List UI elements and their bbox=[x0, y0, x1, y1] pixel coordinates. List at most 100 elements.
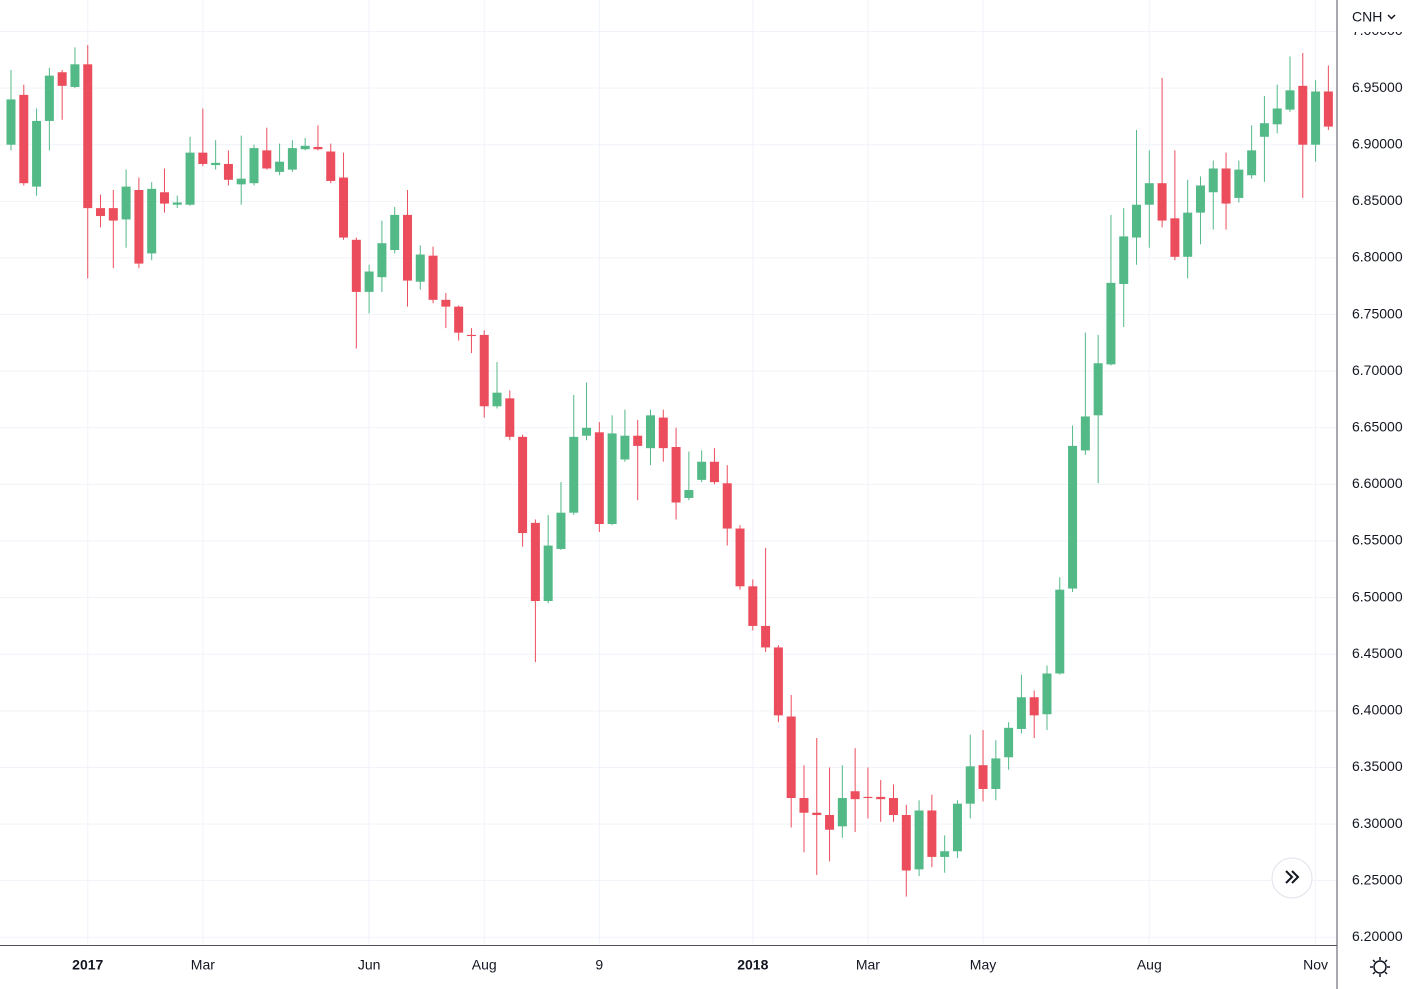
candle-body bbox=[339, 177, 349, 238]
candle-body bbox=[96, 208, 106, 217]
candle-body bbox=[518, 436, 528, 534]
candle-body bbox=[351, 239, 361, 292]
candle-body bbox=[684, 490, 694, 498]
settings-icon[interactable] bbox=[1373, 960, 1387, 974]
candle-body bbox=[402, 214, 412, 281]
candle-body bbox=[313, 146, 323, 150]
scroll-icon[interactable] bbox=[1285, 870, 1300, 884]
candle-body bbox=[1298, 85, 1308, 145]
candle-body bbox=[121, 186, 131, 220]
candle-body bbox=[1004, 727, 1014, 758]
y-tick-label: 6.75000 bbox=[1352, 305, 1403, 321]
y-tick-label: 6.35000 bbox=[1352, 758, 1403, 774]
candle-body bbox=[1234, 169, 1244, 198]
candle-body bbox=[773, 647, 783, 716]
candle-body bbox=[185, 152, 195, 205]
price-axis-panel bbox=[1337, 0, 1425, 989]
y-tick-label: 6.40000 bbox=[1352, 702, 1403, 718]
scroll-to-latest[interactable] bbox=[1271, 857, 1313, 899]
candle-body bbox=[108, 208, 118, 221]
x-tick-label: Aug bbox=[1137, 957, 1162, 973]
candle-body bbox=[44, 75, 54, 121]
settings[interactable] bbox=[1370, 957, 1390, 977]
candle-body bbox=[326, 151, 336, 181]
candle-body bbox=[1170, 218, 1180, 257]
y-tick-label: 6.55000 bbox=[1352, 532, 1403, 548]
candle-body bbox=[671, 447, 681, 503]
candle-body bbox=[275, 161, 285, 172]
x-tick-label: Mar bbox=[856, 957, 880, 973]
candle-body bbox=[594, 432, 604, 525]
x-tick-label: Aug bbox=[472, 957, 497, 973]
candle-body bbox=[492, 392, 502, 407]
candle-body bbox=[901, 815, 911, 871]
candle-body bbox=[786, 716, 796, 799]
candle-body bbox=[863, 796, 873, 799]
candle-body bbox=[159, 192, 169, 204]
candle-body bbox=[236, 178, 246, 185]
candle-body bbox=[377, 243, 387, 278]
y-tick-label: 6.65000 bbox=[1352, 418, 1403, 434]
candle-body bbox=[722, 483, 732, 529]
candle-body bbox=[1132, 204, 1142, 238]
candle-body bbox=[620, 435, 630, 460]
candle-body bbox=[1221, 168, 1231, 204]
y-tick-label: 6.90000 bbox=[1352, 135, 1403, 151]
candle-body bbox=[658, 417, 668, 449]
candle-body bbox=[415, 254, 425, 282]
y-tick-label: 6.45000 bbox=[1352, 645, 1403, 661]
time-axis-panel bbox=[0, 945, 1425, 989]
candle-body bbox=[927, 810, 937, 857]
candle-body bbox=[19, 94, 29, 184]
candle-body bbox=[543, 545, 553, 602]
x-tick-label: Nov bbox=[1303, 957, 1328, 973]
y-tick-label: 6.85000 bbox=[1352, 192, 1403, 208]
symbol-label[interactable]: CNH bbox=[1352, 9, 1382, 25]
y-tick-label: 6.60000 bbox=[1352, 475, 1403, 491]
symbol-dropdown[interactable] bbox=[1387, 14, 1396, 20]
y-tick-label: 6.50000 bbox=[1352, 588, 1403, 604]
symbol-box[interactable] bbox=[1340, 2, 1424, 32]
y-tick-label: 6.70000 bbox=[1352, 362, 1403, 378]
candle-body bbox=[1247, 150, 1257, 176]
candle-body bbox=[709, 461, 719, 483]
candle-body bbox=[1106, 282, 1116, 365]
candle-body bbox=[1311, 91, 1321, 145]
candle-body bbox=[1016, 697, 1026, 729]
candle-body bbox=[1208, 168, 1218, 193]
x-tick-label: Jun bbox=[358, 957, 381, 973]
candle-body bbox=[1259, 123, 1269, 137]
candle-body bbox=[837, 798, 847, 827]
candle-body bbox=[530, 522, 540, 602]
candle-body bbox=[697, 461, 707, 480]
x-tick-label: 9 bbox=[595, 957, 603, 973]
candle-body bbox=[1042, 673, 1052, 715]
y-tick-label: 6.20000 bbox=[1352, 928, 1403, 944]
candle-body bbox=[441, 299, 451, 307]
axis-labels: 6.20000 6.25000 6.30000 6.35000 6.40000 6.450… bbox=[72, 22, 1403, 973]
candle-body bbox=[287, 148, 297, 170]
candle-body bbox=[505, 398, 515, 437]
y-tick-label: 6.25000 bbox=[1352, 871, 1403, 887]
candle-body bbox=[479, 334, 489, 407]
candle-body bbox=[454, 306, 464, 333]
candle-body bbox=[876, 796, 886, 800]
candle-body bbox=[850, 791, 860, 800]
settings-icon-rays[interactable] bbox=[1370, 957, 1390, 977]
candle-body bbox=[965, 766, 975, 804]
candle-body bbox=[134, 189, 144, 264]
candle-body bbox=[172, 202, 182, 205]
candle-body bbox=[1055, 589, 1065, 674]
candle-body bbox=[633, 435, 643, 446]
candle-body bbox=[1093, 363, 1103, 416]
candle-body bbox=[300, 145, 310, 150]
candle-body bbox=[6, 99, 16, 145]
x-tick-label: 2017 bbox=[72, 957, 103, 973]
candle-body bbox=[799, 798, 809, 813]
candle-body bbox=[147, 188, 157, 254]
candle-body bbox=[607, 433, 617, 525]
candle-body bbox=[1157, 183, 1167, 221]
candle-body bbox=[83, 64, 93, 209]
candle-body bbox=[32, 120, 42, 187]
